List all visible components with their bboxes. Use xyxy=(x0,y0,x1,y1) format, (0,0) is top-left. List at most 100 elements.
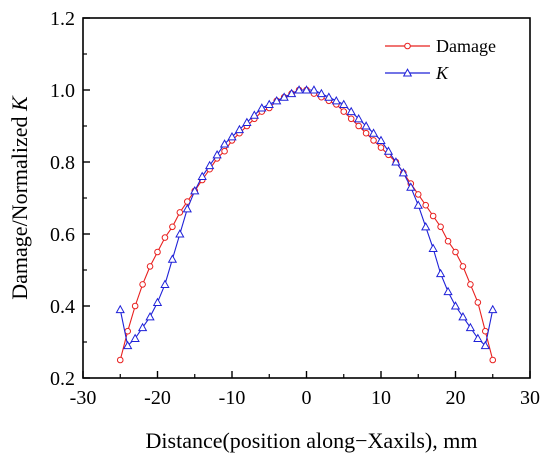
data-point xyxy=(176,209,184,216)
data-point xyxy=(435,268,446,278)
data-point xyxy=(383,146,394,155)
data-point xyxy=(175,229,185,238)
y-tick-label: 1.2 xyxy=(50,8,75,30)
data-point xyxy=(465,322,476,332)
data-point xyxy=(370,137,377,144)
data-point xyxy=(413,200,423,209)
labels-layer: -30 -20 -10 0 10 20 30 0.2 0.4 0.6 0.8 1.0 1.2 xyxy=(50,8,540,409)
data-point xyxy=(361,121,371,130)
data-point xyxy=(480,340,490,350)
data-point xyxy=(452,248,459,256)
data-point xyxy=(221,147,228,155)
data-point xyxy=(458,311,468,321)
data-point xyxy=(146,263,154,270)
data-point xyxy=(421,221,431,231)
legend-marker xyxy=(402,68,413,77)
data-point xyxy=(428,243,438,252)
data-point xyxy=(161,234,169,241)
data-point xyxy=(444,237,452,245)
data-point xyxy=(145,311,155,321)
x-axis-title: Distance(position along−Xaxils), mm xyxy=(146,428,478,453)
y-tick-label: 0.8 xyxy=(50,152,75,174)
legend-label: K xyxy=(435,63,449,83)
data-point xyxy=(130,333,140,342)
series-damage xyxy=(116,86,497,364)
data-point xyxy=(169,223,176,231)
data-point xyxy=(482,327,489,335)
data-point xyxy=(294,85,304,94)
data-point xyxy=(242,117,252,126)
data-point xyxy=(429,212,437,220)
y-tick-label: 0.6 xyxy=(50,224,75,246)
series-k xyxy=(115,85,498,350)
data-point xyxy=(152,297,163,306)
plot-frame xyxy=(82,17,531,379)
data-point xyxy=(354,113,364,123)
data-point xyxy=(227,131,237,141)
data-point xyxy=(160,279,170,288)
series-line xyxy=(119,89,494,347)
data-point xyxy=(340,108,348,115)
data-point xyxy=(137,322,148,332)
x-tick-label: -30 xyxy=(70,387,97,409)
data-point xyxy=(377,144,385,151)
data-point xyxy=(309,85,319,94)
data-point xyxy=(467,281,474,288)
legend: Damage K xyxy=(385,36,496,83)
data-point xyxy=(212,149,222,159)
data-point xyxy=(474,299,482,306)
data-point xyxy=(234,124,245,134)
data-point xyxy=(355,122,362,130)
x-tick-label: 30 xyxy=(520,387,540,409)
data-point xyxy=(324,92,334,101)
x-tick-label: 20 xyxy=(446,387,466,409)
data-point xyxy=(368,128,379,137)
y-tick-label: 1.0 xyxy=(50,80,75,102)
data-point xyxy=(154,248,161,256)
x-tick-label: -10 xyxy=(219,387,246,409)
legend-item: K xyxy=(385,63,449,83)
ticks-layer xyxy=(82,17,531,379)
x-tick-label: -20 xyxy=(144,387,171,409)
data-point xyxy=(450,301,461,310)
y-axis-title: Damage/Normalized K xyxy=(7,95,32,300)
data-point xyxy=(131,302,139,310)
data-point xyxy=(139,281,146,288)
y-tick-label: 0.2 xyxy=(50,368,75,390)
data-point xyxy=(346,106,356,116)
data-point xyxy=(331,95,341,105)
data-point xyxy=(264,99,274,108)
data-point xyxy=(339,99,349,108)
data-point xyxy=(115,304,125,314)
data-point xyxy=(489,356,497,364)
data-point xyxy=(459,263,467,270)
data-point xyxy=(279,92,289,101)
data-point xyxy=(205,160,215,170)
data-point xyxy=(488,304,498,314)
data-point xyxy=(197,171,207,180)
data-point xyxy=(443,286,453,296)
legend-label: Damage xyxy=(436,36,496,56)
data-point xyxy=(316,88,327,98)
series-layer xyxy=(115,85,498,364)
data-point xyxy=(473,333,483,342)
data-point xyxy=(347,115,355,123)
data-point xyxy=(190,185,200,195)
data-point xyxy=(406,182,416,191)
x-tick-label: 10 xyxy=(371,387,391,409)
y-axis-title-text: Damage/Normalized xyxy=(7,111,32,300)
y-tick-label: 0.4 xyxy=(50,296,75,318)
data-point xyxy=(362,129,370,137)
x-tick-label: 0 xyxy=(302,387,312,409)
data-point xyxy=(182,203,192,213)
series-line xyxy=(119,89,494,361)
data-point xyxy=(257,103,267,112)
data-point xyxy=(167,254,178,263)
legend-item: Damage xyxy=(385,36,496,56)
data-point xyxy=(219,139,230,148)
data-point xyxy=(272,95,282,105)
data-point xyxy=(116,356,124,364)
data-point xyxy=(123,340,133,350)
